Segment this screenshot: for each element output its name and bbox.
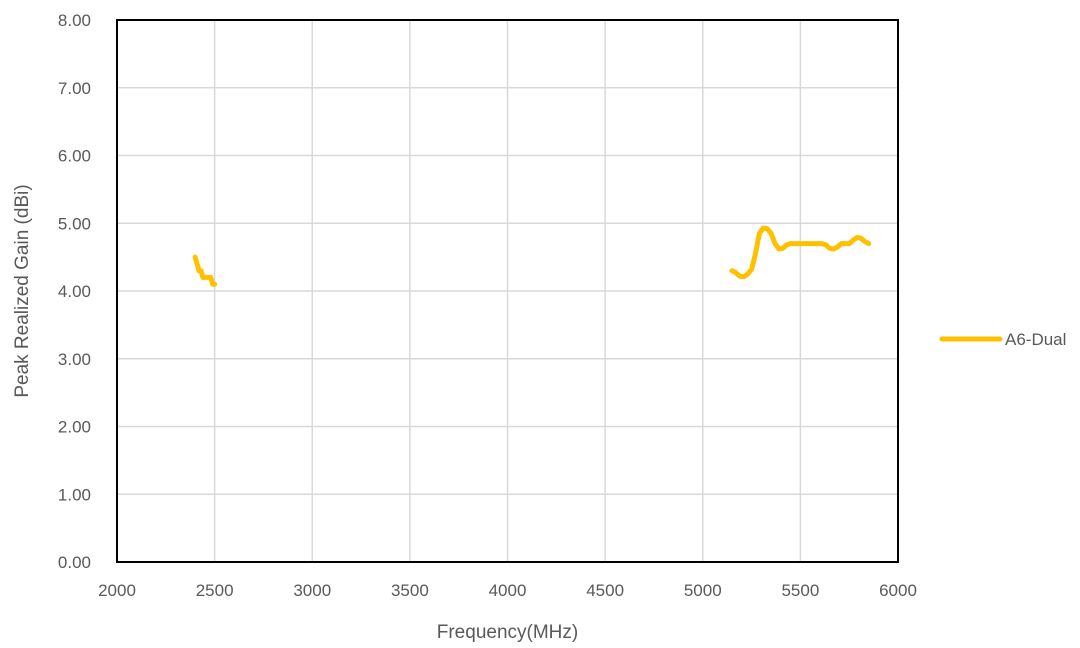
y-tick-label: 5.00 [58,214,91,233]
x-tick-label: 3500 [391,581,429,600]
series-line-a6-dual [192,254,218,287]
x-tick-label: 4000 [489,581,527,600]
x-tick-label: 2000 [98,581,136,600]
series-layer [192,225,872,287]
x-tick-label: 4500 [586,581,624,600]
y-tick-label: 2.00 [58,418,91,437]
legend-label-a6-dual: A6-Dual [1005,330,1066,349]
y-tick-label: 4.00 [58,282,91,301]
y-tick-label: 6.00 [58,147,91,166]
y-axis-title: Peak Realized Gain (dBi) [12,184,33,397]
series-line-a6-dual [729,225,872,280]
y-tick-label: 3.00 [58,350,91,369]
y-axis-ticks: 0.00 1.00 2.00 3.00 4.00 5.00 6.00 7.00 8.00 [58,11,91,572]
x-axis-title: Frequency(MHz) [437,622,578,643]
x-tick-label: 6000 [879,581,917,600]
x-tick-label: 5000 [684,581,722,600]
plot-area-frame [116,19,899,563]
legend: A6-Dual [939,330,1066,349]
y-tick-label: 7.00 [58,79,91,98]
x-axis-ticks: 2000 2500 3000 3500 4000 4500 5000 5500 6000 [98,581,917,600]
y-tick-label: 0.00 [58,553,91,572]
x-tick-label: 3000 [293,581,331,600]
x-tick-label: 5500 [781,581,819,600]
gridlines [116,19,899,563]
x-tick-label: 2500 [196,581,234,600]
y-tick-label: 8.00 [58,11,91,30]
y-tick-label: 1.00 [58,485,91,504]
